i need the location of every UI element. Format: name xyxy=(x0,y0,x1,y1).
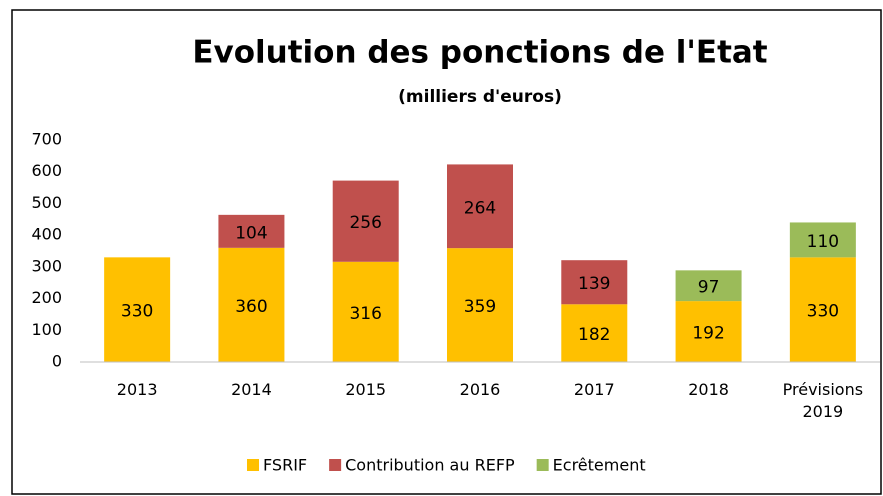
data-label: 139 xyxy=(578,274,610,294)
data-label: 192 xyxy=(692,324,724,344)
bar-segment xyxy=(332,261,399,362)
y-tick-label: 300 xyxy=(31,256,62,275)
data-label: 360 xyxy=(235,297,267,317)
data-label: 264 xyxy=(464,198,496,218)
legend-marker xyxy=(329,459,342,471)
x-tick-label: 2017 xyxy=(573,380,615,399)
legend-label: Contribution au REFP xyxy=(345,456,515,475)
legend-label: Ecrêtement xyxy=(553,456,646,475)
y-tick-label: 0 xyxy=(52,352,62,371)
bar-segment xyxy=(789,222,856,258)
chart-title: Evolution des ponctions de l'Etat xyxy=(192,35,767,71)
data-label: 256 xyxy=(349,213,381,233)
bar-segment xyxy=(447,164,513,249)
data-label: 182 xyxy=(578,325,610,345)
x-tick-label: 2014 xyxy=(231,380,272,399)
bar-segment xyxy=(218,214,285,248)
bar-segment xyxy=(332,180,399,262)
data-label: 359 xyxy=(464,297,496,317)
data-label: 110 xyxy=(807,232,839,252)
y-tick-label: 400 xyxy=(31,225,62,244)
data-label: 104 xyxy=(235,223,267,243)
legend-marker xyxy=(536,459,549,471)
bar-segment xyxy=(561,260,628,305)
x-tick-label: 2013 xyxy=(116,380,158,399)
x-tick-label: Prévisions 2019 xyxy=(782,380,864,421)
x-tick-label: 2015 xyxy=(345,380,387,399)
y-tick-label: 600 xyxy=(31,161,62,180)
legend-marker xyxy=(247,459,259,471)
x-tick-label: 2018 xyxy=(688,380,729,399)
bar-segment xyxy=(675,270,742,302)
chart-border xyxy=(11,9,882,495)
y-tick-label: 200 xyxy=(31,288,62,307)
legend-label: FSRIF xyxy=(263,456,307,475)
data-label: 330 xyxy=(121,302,153,322)
y-tick-label: 700 xyxy=(31,130,62,149)
y-tick-label: 500 xyxy=(31,193,62,212)
x-tick-label: 2016 xyxy=(459,380,501,399)
bar-segment xyxy=(789,257,856,362)
data-label: 97 xyxy=(698,278,720,298)
data-label: 316 xyxy=(349,304,381,324)
y-tick-label: 100 xyxy=(31,320,62,339)
data-label: 330 xyxy=(807,302,839,322)
bar-segment xyxy=(218,247,285,362)
bar-segment xyxy=(447,248,513,362)
chart-subtitle: (milliers d'euros) xyxy=(398,87,562,107)
bar-segment xyxy=(104,257,171,362)
bar-segment xyxy=(675,301,742,362)
bar-segment xyxy=(561,304,628,362)
